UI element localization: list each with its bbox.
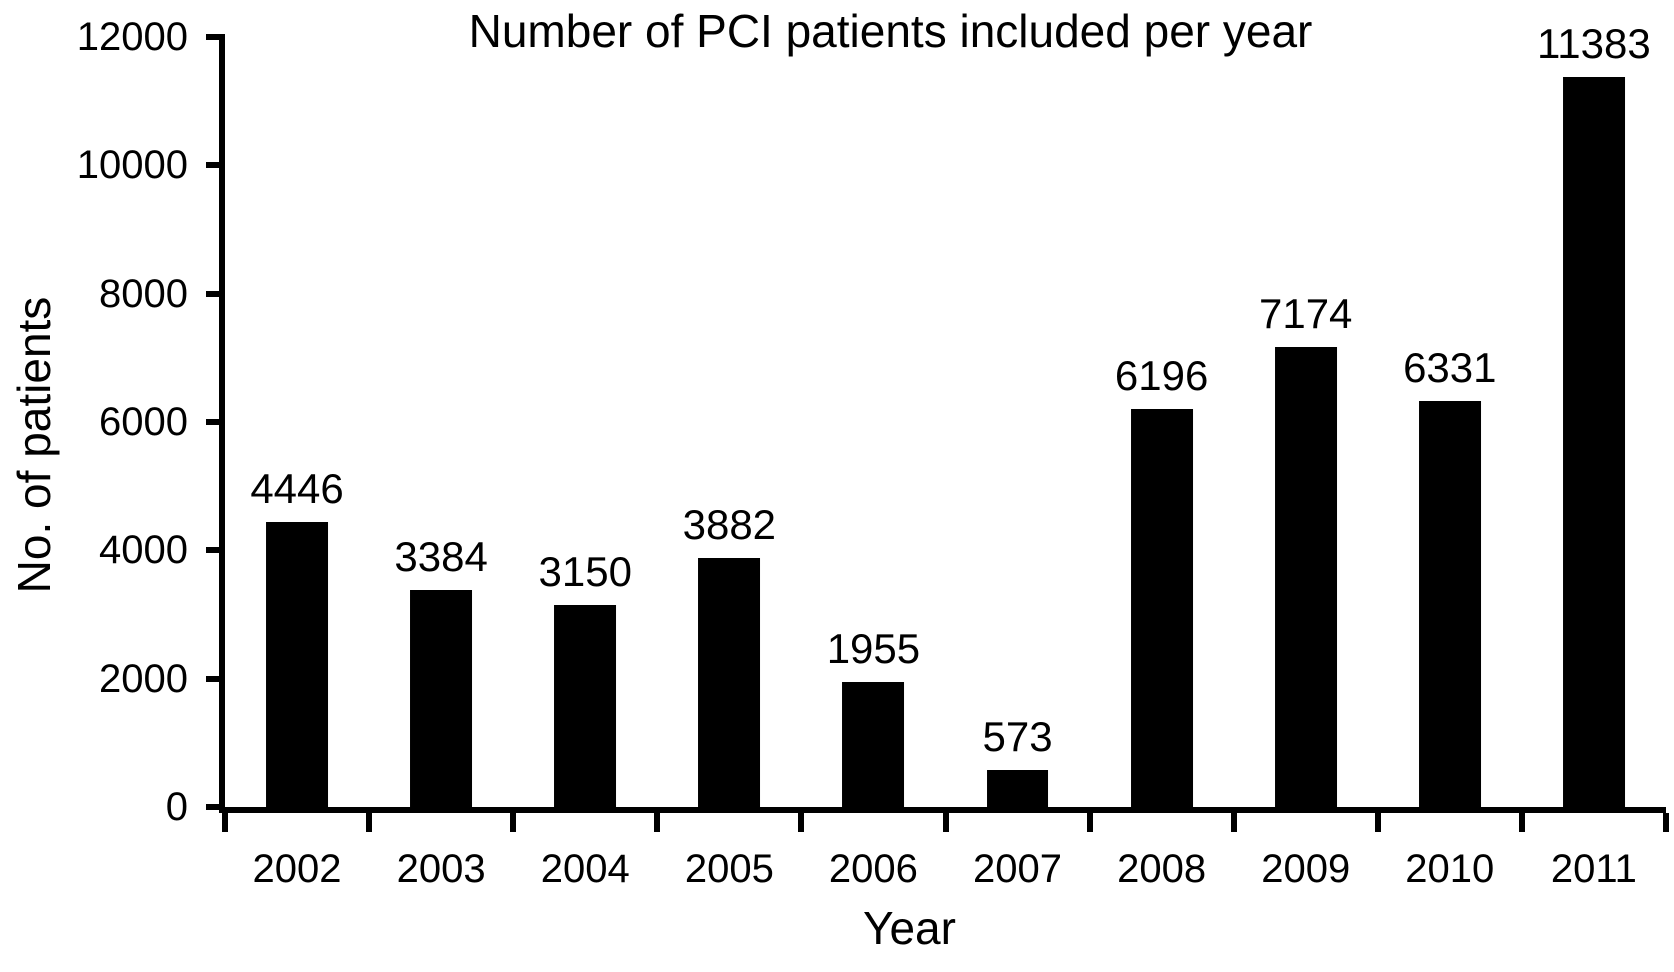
bar-value-label-2003: 3384 (394, 532, 488, 580)
bar-2007 (986, 770, 1049, 807)
chart-title: Number of PCI patients included per year (468, 5, 1313, 57)
y-tick-label: 6000 (99, 400, 188, 444)
bar-value-label-2005: 3882 (682, 500, 777, 548)
bars: 4446 3384 3150 3882 1955 573 6196 7174 6331 11383 (225, 22, 1666, 807)
bar-value-label-2008: 6196 (1114, 352, 1209, 400)
y-tick-mark (206, 804, 225, 810)
bar-2005 (698, 557, 761, 807)
bar-cell-2010: 6331 (1378, 37, 1522, 807)
bar-cell-2006: 1955 (801, 37, 945, 807)
x-tick-label-2011: 2011 (1550, 847, 1637, 891)
x-tick-mark (654, 813, 661, 832)
x-tick-mark (366, 813, 373, 832)
y-tick-label: 2000 (99, 656, 188, 701)
bar-2009 (1274, 346, 1337, 807)
x-tick-label-2007: 2007 (973, 847, 1062, 891)
y-tick-label: 4000 (99, 528, 188, 573)
bar-value-label-2004: 3150 (538, 547, 632, 595)
x-tick-label-2008: 2008 (1117, 847, 1207, 891)
y-tick-mark (206, 419, 225, 425)
y-tick-mark (206, 34, 225, 40)
x-tick-label-2002: 2002 (252, 847, 342, 891)
bar-value-label-2006: 1955 (826, 624, 921, 672)
x-tick-mark (1086, 813, 1093, 832)
bar-cell-2008: 6196 (1090, 37, 1234, 807)
x-tick-label-2010: 2010 (1405, 847, 1495, 891)
x-tick-label-2009: 2009 (1261, 847, 1351, 891)
x-tick-mark (510, 813, 517, 832)
y-tick-label: 12000 (76, 15, 188, 59)
y-tick-label: 0 (165, 785, 188, 829)
x-tick-mark (1518, 813, 1525, 832)
bar-2004 (554, 604, 617, 807)
bar-cell-2009: 7174 (1234, 37, 1378, 807)
bar-value-label-2009: 7174 (1258, 289, 1353, 337)
y-axis-label: No. of patients (8, 296, 60, 594)
y-axis-line (219, 37, 225, 813)
plot-area: 0 2000 4000 6000 8000 10000 12000 4446 3384 3150… (77, 17, 1669, 889)
x-tick-mark (1374, 813, 1381, 832)
bar-value-label-2011: 11383 (1537, 19, 1651, 67)
bar-cell-2011: 11383 (1522, 22, 1666, 807)
bar-2011 (1562, 76, 1625, 807)
x-tick-label-2006: 2006 (828, 847, 918, 891)
x-axis-line (219, 807, 1666, 813)
y-tick-mark (206, 162, 225, 169)
y-tick-mark (206, 675, 225, 682)
x-tick-label-2003: 2003 (396, 847, 486, 891)
bar-cell-2002: 4446 (225, 37, 369, 807)
bar-value-label-2010: 6331 (1403, 343, 1497, 391)
x-tick-mark (798, 813, 805, 832)
bar-2008 (1130, 409, 1193, 807)
x-tick-mark (942, 813, 949, 832)
x-tick-mark (222, 813, 228, 832)
y-tick-label: 8000 (99, 271, 188, 316)
y-tick-mark (206, 290, 225, 297)
x-tick-mark (1230, 813, 1237, 832)
bar-value-label-2007: 573 (982, 713, 1053, 761)
bar-cell-2005: 3882 (657, 37, 801, 807)
y-tick-label: 10000 (76, 143, 188, 188)
bar-2006 (842, 681, 905, 807)
bar-cell-2003: 3384 (369, 37, 513, 807)
bar-2002 (266, 521, 329, 807)
y-tick-mark (206, 547, 225, 554)
bar-cell-2007: 573 (945, 37, 1089, 807)
bar-cell-2004: 3150 (513, 37, 657, 807)
x-axis-label: Year (863, 902, 956, 954)
x-tick-label-2005: 2005 (684, 847, 774, 891)
x-tick-label-2004: 2004 (540, 847, 630, 891)
x-tick-labels: 2002 2003 2004 2005 2006 2007 2008 2009 2010 2011 (225, 849, 1666, 889)
bar-2010 (1418, 400, 1481, 807)
x-tick-mark (1663, 813, 1669, 832)
bar-2003 (410, 589, 473, 807)
bar-value-label-2002: 4446 (250, 464, 344, 512)
